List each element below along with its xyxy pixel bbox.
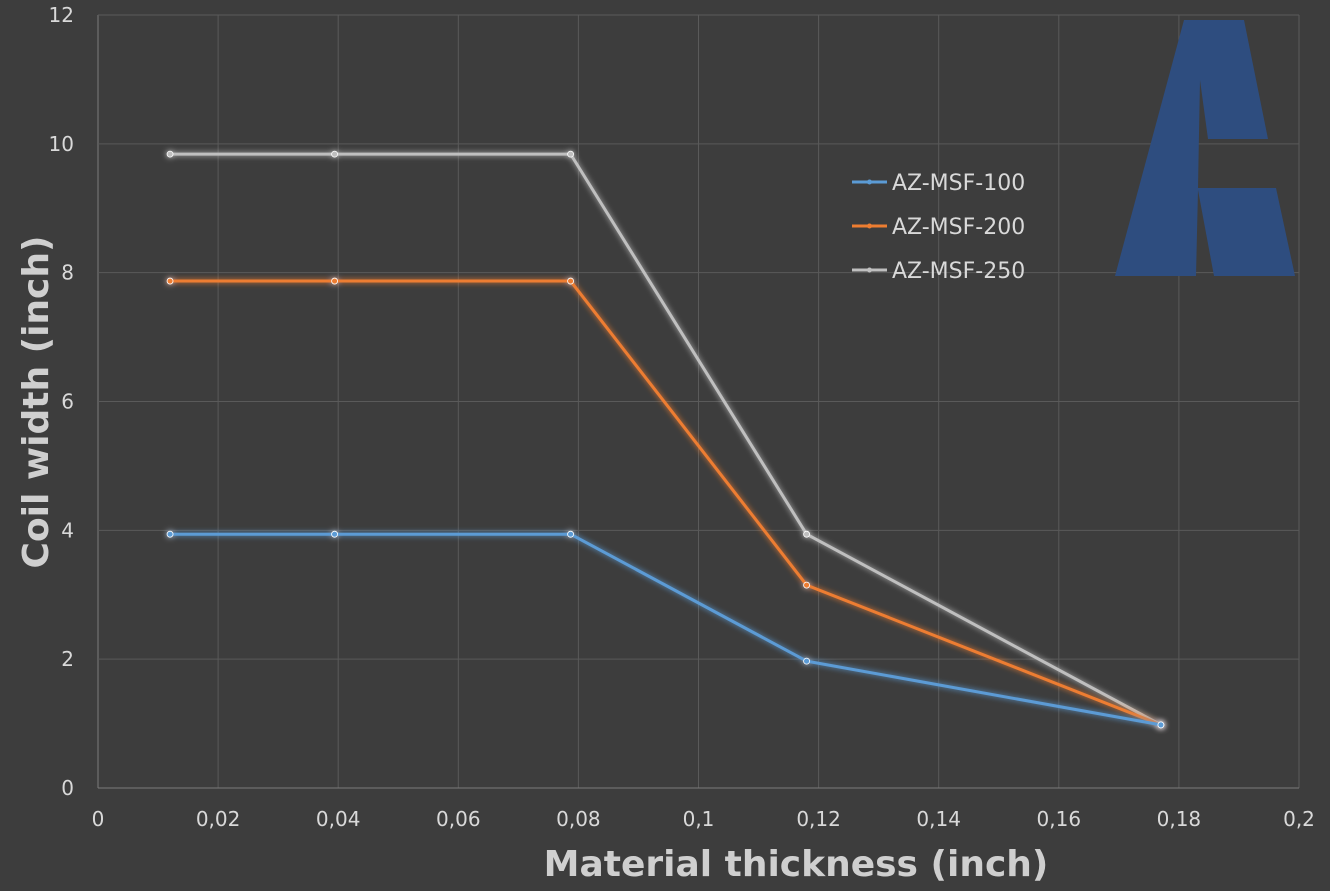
data-point <box>166 150 174 158</box>
legend-item: AZ-MSF-100 <box>852 171 1025 196</box>
series-line <box>170 532 1162 727</box>
legend-item: AZ-MSF-250 <box>852 259 1025 284</box>
legend-marker <box>867 179 872 185</box>
x-tick-label: 0,12 <box>796 807 841 831</box>
y-tick-label: 8 <box>61 261 74 285</box>
x-tick-label: 0,1 <box>683 807 715 831</box>
data-point <box>567 277 574 285</box>
x-tick-label: 0,16 <box>1037 807 1082 831</box>
x-tick-label: 0,2 <box>1283 807 1315 831</box>
x-tick-label: 0,06 <box>436 807 481 831</box>
x-tick-label: 0,14 <box>916 807 961 831</box>
data-point <box>803 530 810 538</box>
x-tick-label: 0,08 <box>556 807 601 831</box>
series-layer <box>166 150 1165 729</box>
x-tick-label: 0 <box>92 807 105 831</box>
legend-label: AZ-MSF-100 <box>892 171 1025 196</box>
y-tick-label: 0 <box>61 776 74 800</box>
y-tick-label: 12 <box>49 3 74 27</box>
series-AZ-MSF-250 <box>166 150 1165 729</box>
legend-marker <box>867 223 872 229</box>
data-point <box>803 657 810 665</box>
legend-item: AZ-MSF-200 <box>852 215 1025 240</box>
x-axis-title: Material thickness (inch) <box>544 844 1049 885</box>
y-tick-labels: 0 2 4 6 8 10 12 <box>49 3 74 800</box>
y-axis-title: Coil width (inch) <box>16 236 57 569</box>
data-point <box>331 150 338 158</box>
grid <box>97 14 1300 789</box>
legend-marker <box>867 267 872 273</box>
data-point <box>331 530 338 538</box>
legend-label: AZ-MSF-200 <box>892 215 1025 240</box>
y-tick-label: 2 <box>61 647 74 671</box>
data-point <box>1157 721 1165 729</box>
series-AZ-MSF-100 <box>166 530 1165 729</box>
series-AZ-MSF-200 <box>166 277 1165 729</box>
y-tick-label: 4 <box>61 518 74 542</box>
data-point <box>567 150 574 158</box>
x-tick-label: 0,18 <box>1157 807 1202 831</box>
x-tick-labels: 0 0,02 0,04 0,06 0,08 0,1 0,12 0,14 0,16 0,18 0,2 <box>92 807 1315 831</box>
brand-logo <box>1115 20 1295 276</box>
data-point <box>166 530 174 538</box>
data-point <box>331 277 338 285</box>
x-tick-label: 0,04 <box>316 807 361 831</box>
data-point <box>166 277 174 285</box>
data-point <box>567 530 574 538</box>
logo-shape <box>1115 20 1295 276</box>
legend-label: AZ-MSF-250 <box>892 259 1025 284</box>
series-line <box>170 279 1162 727</box>
data-point <box>803 581 810 589</box>
x-tick-label: 0,02 <box>196 807 241 831</box>
y-tick-label: 10 <box>49 132 74 156</box>
legend: AZ-MSF-100 AZ-MSF-200 AZ-MSF-250 <box>852 171 1025 284</box>
y-tick-label: 6 <box>61 390 74 414</box>
